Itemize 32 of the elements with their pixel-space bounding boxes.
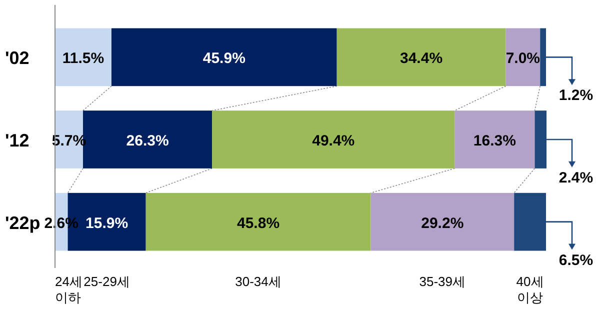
y-tick-label: '12	[5, 130, 30, 150]
bar	[540, 28, 546, 86]
bar	[514, 192, 546, 251]
data-label: 16.3%	[473, 132, 516, 150]
data-label: 45.9%	[202, 50, 246, 68]
series-label: 30-34세	[235, 274, 282, 289]
bar	[111, 28, 337, 86]
bar	[506, 28, 540, 86]
series-label: 25-29세	[84, 274, 130, 289]
bar	[212, 110, 455, 168]
data-label: 1.2%	[558, 87, 594, 104]
bar	[534, 110, 546, 168]
bar	[454, 110, 535, 168]
data-label: 49.4%	[312, 132, 355, 150]
bar	[336, 28, 506, 86]
data-label: 26.3%	[126, 132, 169, 150]
series-label: 35-39세	[419, 274, 466, 289]
data-label: 6.5%	[558, 252, 594, 269]
y-tick-label: '02	[5, 48, 30, 68]
data-label: 29.2%	[421, 214, 464, 232]
bar	[146, 192, 371, 251]
data-label: 7.0%	[506, 50, 540, 68]
data-label: 34.4%	[400, 50, 443, 68]
series-label: 24세 이하	[55, 274, 82, 305]
y-tick-label: '22p	[5, 212, 40, 233]
series-label: 40세 이상	[516, 274, 544, 305]
bar	[55, 28, 112, 86]
data-label: 2.4%	[558, 169, 594, 186]
bar	[370, 192, 514, 251]
data-label: 11.5%	[62, 50, 104, 68]
data-label: 45.8%	[237, 214, 280, 232]
data-label: 15.9%	[86, 214, 128, 232]
